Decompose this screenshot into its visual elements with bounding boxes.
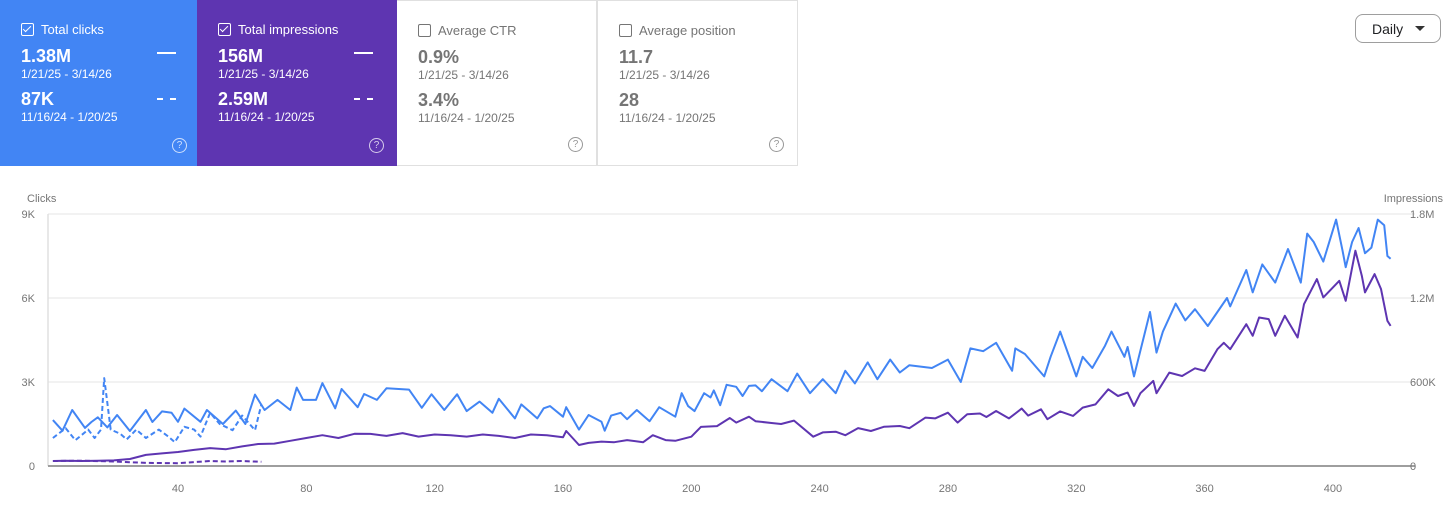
current-value: 156M <box>218 46 264 66</box>
x-axis-tick-label: 320 <box>1067 483 1085 495</box>
dashed-line-legend-icon <box>157 98 176 100</box>
solid-line-legend-icon <box>157 52 176 54</box>
dashed-line-legend-icon <box>354 98 373 100</box>
current-value: 0.9% <box>418 47 460 67</box>
previous-value: 28 <box>619 90 640 110</box>
checkbox-unchecked-icon[interactable] <box>619 23 632 37</box>
x-axis-tick-label: 40 <box>172 483 184 495</box>
x-axis-tick-label: 280 <box>939 483 957 495</box>
help-icon[interactable]: ? <box>369 138 384 153</box>
current-range: 1/21/25 - 3/14/26 <box>21 67 112 81</box>
previous-range: 11/16/24 - 1/20/25 <box>619 111 716 125</box>
current-value: 1.38M <box>21 46 72 66</box>
previous-value: 2.59M <box>218 89 269 109</box>
right-axis-tick-label: 1.2M <box>1410 293 1434 305</box>
x-axis-tick-label: 120 <box>425 483 443 495</box>
previous-range: 11/16/24 - 1/20/25 <box>418 111 515 125</box>
card-label: Total impressions <box>238 21 339 37</box>
right-axis-title: Impressions <box>1384 193 1444 205</box>
current-range: 1/21/25 - 3/14/26 <box>619 68 710 82</box>
card-label: Average position <box>639 22 736 38</box>
right-axis-tick-label: 600K <box>1410 377 1436 389</box>
current-range: 1/21/25 - 3/14/26 <box>218 67 309 81</box>
impressions-previous-line <box>52 459 262 465</box>
checkbox-checked-icon[interactable] <box>218 22 231 36</box>
granularity-selected: Daily <box>1372 20 1404 37</box>
x-axis-tick-label: 400 <box>1324 483 1342 495</box>
x-axis-tick-label: 240 <box>810 483 828 495</box>
left-axis-tick-label: 0 <box>29 461 35 473</box>
right-axis-tick-label: 0 <box>1410 461 1416 473</box>
clicks-current-line <box>52 218 1392 432</box>
metric-card-average-position[interactable]: Average position 11.7 1/21/25 - 3/14/26 … <box>597 0 798 166</box>
checkbox-unchecked-icon[interactable] <box>418 23 431 37</box>
left-axis-tick-label: 6K <box>22 293 36 305</box>
help-icon[interactable]: ? <box>568 137 583 152</box>
card-label: Average CTR <box>438 22 517 38</box>
previous-range: 11/16/24 - 1/20/25 <box>218 110 315 124</box>
checkbox-checked-icon[interactable] <box>21 22 34 36</box>
right-axis-tick-label: 1.8M <box>1410 209 1434 221</box>
current-range: 1/21/25 - 3/14/26 <box>418 68 509 82</box>
left-axis-tick-label: 3K <box>22 377 36 389</box>
impressions-current-line <box>52 249 1392 462</box>
metric-card-total-impressions[interactable]: Total impressions 156M 1/21/25 - 3/14/26… <box>197 0 397 166</box>
dropdown-arrow-icon <box>1415 26 1426 31</box>
previous-value: 3.4% <box>418 90 460 110</box>
solid-line-legend-icon <box>354 52 373 54</box>
current-value: 11.7 <box>619 47 654 67</box>
x-axis-tick-label: 200 <box>682 483 700 495</box>
metric-card-average-ctr[interactable]: Average CTR 0.9% 1/21/25 - 3/14/26 3.4% … <box>397 0 597 166</box>
left-axis-title: Clicks <box>27 193 57 205</box>
clicks-previous-line <box>52 377 263 444</box>
card-label: Total clicks <box>41 21 104 37</box>
help-icon[interactable]: ? <box>769 137 784 152</box>
metric-card-total-clicks[interactable]: Total clicks 1.38M 1/21/25 - 3/14/26 87K… <box>0 0 200 166</box>
x-axis-tick-label: 160 <box>554 483 572 495</box>
previous-value: 87K <box>21 89 55 109</box>
granularity-dropdown[interactable]: Daily <box>1355 14 1441 43</box>
help-icon[interactable]: ? <box>172 138 187 153</box>
x-axis-tick-label: 360 <box>1195 483 1213 495</box>
left-axis-tick-label: 9K <box>22 209 36 221</box>
previous-range: 11/16/24 - 1/20/25 <box>21 110 118 124</box>
x-axis-tick-label: 80 <box>300 483 312 495</box>
